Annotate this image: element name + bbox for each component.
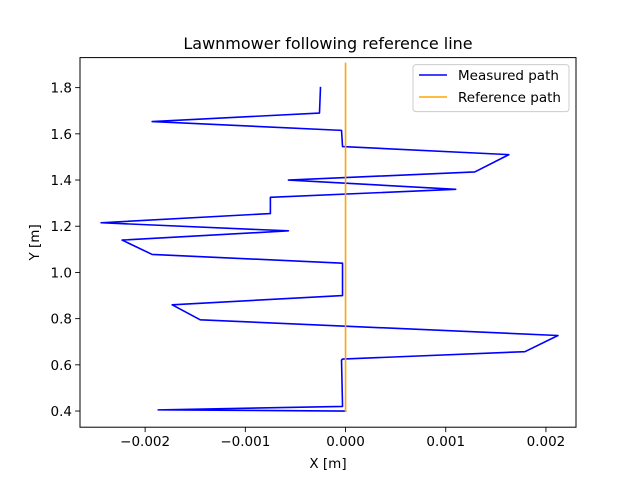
x-tick-label: −0.001: [220, 434, 270, 450]
x-tick-label: 0.001: [426, 434, 465, 450]
x-tick-label: 0.000: [326, 434, 365, 450]
y-tick-label: 0.4: [51, 404, 72, 420]
y-tick-label: 1.6: [51, 127, 72, 143]
y-axis: 0.4 0.6 0.8 1.0 1.2 1.4 1.6 1.8: [51, 81, 80, 420]
legend-label-measured-path: Measured path: [458, 68, 559, 84]
y-tick-label: 0.8: [51, 312, 72, 328]
legend-label-reference-path: Reference path: [458, 90, 561, 106]
y-axis-label: Y [m]: [27, 224, 43, 261]
y-tick-label: 0.6: [51, 358, 72, 374]
x-axis: −0.002 −0.001 0.000 0.001 0.002: [120, 427, 565, 450]
legend-box: [412, 64, 570, 113]
x-axis-label: X [m]: [309, 456, 346, 472]
series-line-measured-path: [100, 86, 559, 412]
plot-lines: [100, 62, 559, 412]
x-tick-label: 0.002: [527, 434, 566, 450]
y-tick-label: 1.0: [51, 265, 72, 281]
y-tick-label: 1.2: [51, 219, 72, 235]
chart-title: Lawnmower following reference line: [183, 34, 472, 53]
y-tick-label: 1.8: [51, 81, 72, 97]
y-tick-label: 1.4: [51, 173, 72, 189]
x-tick-label: −0.002: [120, 434, 170, 450]
axes-frame: [79, 57, 577, 428]
legend: Measured path Reference path: [412, 64, 570, 113]
